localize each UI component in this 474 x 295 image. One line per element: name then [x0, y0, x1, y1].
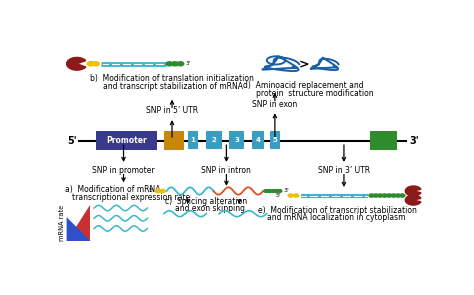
Text: 5': 5' [276, 193, 282, 198]
Text: 3': 3' [407, 193, 413, 198]
Polygon shape [66, 217, 91, 241]
Text: Promoter: Promoter [106, 136, 146, 145]
Polygon shape [405, 186, 421, 196]
Circle shape [271, 190, 275, 192]
Circle shape [378, 194, 383, 197]
Text: 3': 3' [185, 61, 190, 66]
Text: SNP in intron: SNP in intron [201, 166, 251, 175]
Bar [370, 131, 397, 150]
Circle shape [267, 190, 272, 192]
Text: SNP in promoter: SNP in promoter [92, 166, 155, 175]
Text: 5': 5' [67, 136, 77, 146]
Text: 5: 5 [273, 137, 277, 143]
Text: and exon skipping: and exon skipping [175, 204, 245, 213]
Polygon shape [67, 58, 86, 70]
Text: b)  Modification of translation initialization: b) Modification of translation initializ… [91, 74, 255, 83]
Text: c)  Splicing alteration: c) Splicing alteration [165, 197, 247, 206]
Bar [229, 132, 245, 150]
Circle shape [387, 194, 392, 197]
Circle shape [391, 194, 396, 197]
Circle shape [87, 62, 94, 66]
Circle shape [93, 62, 99, 66]
Circle shape [400, 194, 405, 197]
Text: >: > [298, 58, 309, 71]
Bar [270, 132, 280, 150]
Bar [96, 131, 156, 150]
Circle shape [274, 190, 278, 192]
Text: SNP in 5’ UTR: SNP in 5’ UTR [146, 106, 198, 115]
Text: 3: 3 [234, 137, 239, 143]
Text: 4: 4 [255, 137, 260, 143]
Circle shape [293, 194, 299, 197]
Text: and mRNA localization in cytoplasm: and mRNA localization in cytoplasm [267, 213, 405, 222]
Polygon shape [405, 195, 421, 205]
Text: 5': 5' [148, 189, 154, 194]
Text: 1: 1 [191, 137, 195, 143]
Text: 2: 2 [211, 137, 216, 143]
Circle shape [172, 62, 178, 66]
Text: 3': 3' [283, 189, 289, 194]
Circle shape [374, 194, 378, 197]
Text: and transcript stabilization of mRNA: and transcript stabilization of mRNA [103, 82, 243, 91]
Bar [188, 132, 198, 150]
Text: SNP in 3’ UTR: SNP in 3’ UTR [318, 166, 370, 175]
Text: a)  Modification of mRNA: a) Modification of mRNA [65, 185, 160, 194]
Circle shape [369, 194, 374, 197]
Circle shape [264, 190, 268, 192]
Bar [206, 132, 222, 150]
Circle shape [160, 189, 165, 193]
Text: 5': 5' [89, 61, 94, 66]
Text: protein  structure modification: protein structure modification [256, 89, 374, 98]
Text: mRNA rate: mRNA rate [59, 205, 65, 241]
Circle shape [277, 190, 282, 192]
Polygon shape [66, 205, 91, 241]
Text: transcriptional expression rate: transcriptional expression rate [72, 193, 191, 202]
Text: 3': 3' [409, 136, 419, 146]
Circle shape [166, 62, 173, 66]
Circle shape [288, 194, 293, 197]
Circle shape [155, 189, 160, 193]
Text: e)  Modification of transcript stabilization: e) Modification of transcript stabilizat… [258, 206, 417, 215]
Text: SNP in exon: SNP in exon [252, 99, 298, 109]
Bar [164, 131, 184, 150]
Bar [252, 132, 264, 150]
Circle shape [382, 194, 387, 197]
Text: d)  Aminoacid replacement and: d) Aminoacid replacement and [243, 81, 364, 90]
Circle shape [177, 62, 184, 66]
Circle shape [395, 194, 401, 197]
